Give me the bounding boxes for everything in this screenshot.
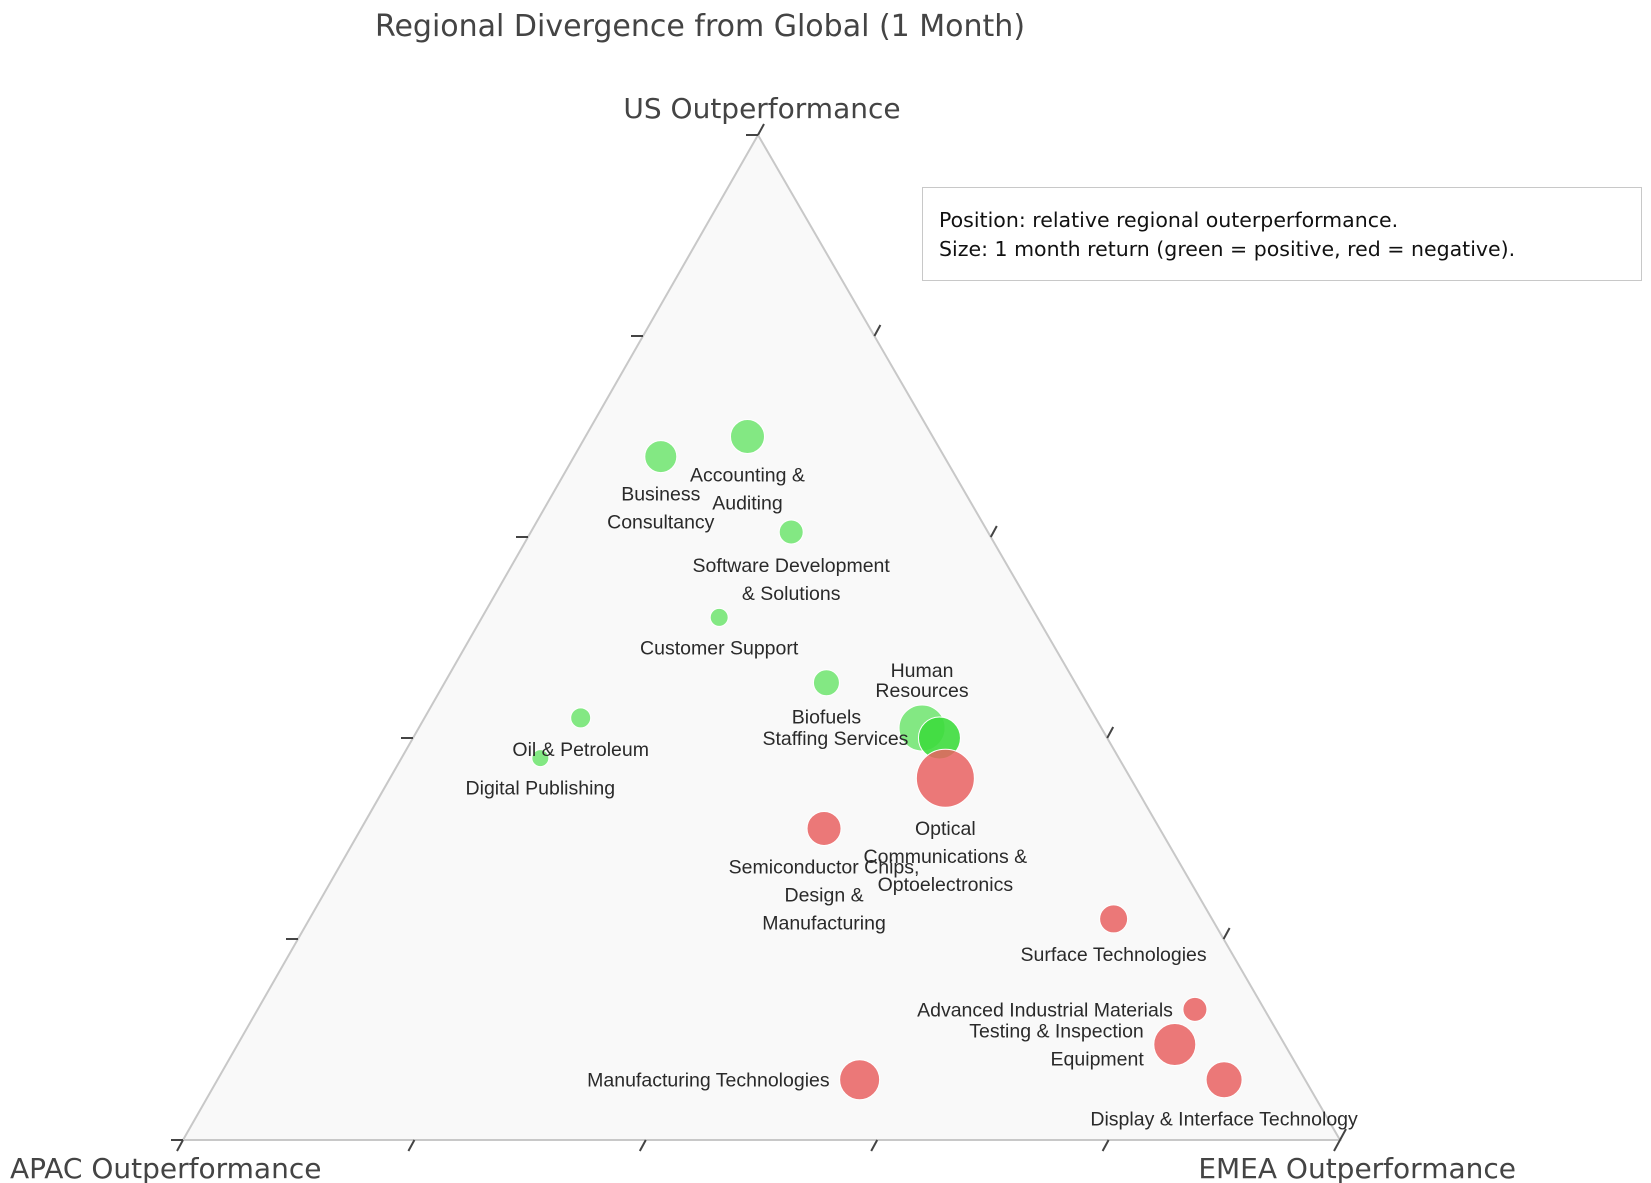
tick-bottom-edge (870, 1139, 879, 1152)
data-point (729, 419, 765, 454)
data-point (1099, 904, 1129, 934)
data-point (531, 749, 550, 768)
tick-right-edge (1106, 726, 1115, 739)
data-point (644, 440, 678, 474)
point-label: Surface Technologies (1021, 944, 1207, 966)
point-label-line: Semiconductor Chips, (729, 856, 920, 878)
point-label-line: Human (891, 660, 954, 682)
ternary-triangle (181, 132, 1342, 1141)
tick-bottom-edge (1333, 1139, 1341, 1152)
point-label-line: Equipment (1051, 1049, 1145, 1071)
annotation-line-position: Position: relative regional outerperform… (939, 208, 1399, 232)
tick-right-edge (873, 324, 882, 337)
legend-annotation: Position: relative regional outerperform… (922, 187, 1642, 281)
tick-right-edge (1339, 1128, 1347, 1141)
point-label: Staffing Services (762, 728, 908, 750)
point-label-line: & Solutions (742, 583, 841, 605)
annotation-line-size: Size: 1 month return (green = positive, … (939, 237, 1516, 261)
point-label-line: Resources (875, 680, 968, 702)
data-point (709, 607, 729, 627)
axis-title-apac: APAC Outperformance (10, 1152, 321, 1183)
point-label-line: Accounting & (690, 465, 805, 487)
point-label-line: Surface Technologies (1021, 944, 1207, 966)
point-label: Accounting & Auditing (690, 465, 805, 515)
axis-title-us: US Outperformance (623, 92, 900, 125)
point-label: Business Consultancy (607, 484, 715, 534)
chart-title: Regional Divergence from Global (1 Month… (375, 9, 1025, 44)
data-points (531, 419, 1243, 1101)
point-label-line: Oil & Petroleum (512, 739, 649, 761)
tick-right-edge (757, 123, 765, 136)
point-label-line: Optical (915, 818, 976, 840)
point-label: Human Resources (875, 660, 968, 702)
point-label-line: Digital Publishing (466, 778, 616, 800)
tick-bottom-edge (176, 1139, 184, 1152)
tick-right-edge (1222, 927, 1231, 940)
point-label-line: Design & (784, 884, 863, 906)
point-label-line: Business (621, 484, 700, 506)
point-label-line: Manufacturing (762, 912, 886, 934)
axis-title-emea: EMEA Outperformance (1198, 1152, 1516, 1183)
point-label-line: Staffing Services (762, 728, 908, 750)
data-point (915, 748, 975, 808)
point-label: Biofuels (792, 707, 862, 729)
point-labels: Accounting & Auditing Business Consultancy S… (466, 465, 1358, 1131)
point-label: Optical Communications & Optoelectronics (864, 818, 1028, 896)
point-label-line: Customer Support (640, 637, 799, 659)
data-point (812, 669, 840, 697)
data-point (1205, 1061, 1243, 1099)
point-label: Software Development & Solutions (693, 555, 891, 605)
data-point (570, 707, 592, 729)
tick-bottom-edge (638, 1139, 647, 1152)
tick-bottom-edge (407, 1139, 416, 1152)
tick-bottom-edge (1101, 1139, 1110, 1152)
point-label-line: Consultancy (607, 512, 715, 534)
point-label-line: Communications & (864, 846, 1028, 868)
point-label-line: Optoelectronics (878, 874, 1014, 896)
point-label-line: Advanced Industrial Materials (917, 999, 1173, 1021)
point-label: Oil & Petroleum (512, 739, 649, 761)
axis-ticks (171, 123, 1347, 1152)
point-label-line: Testing & Inspection (969, 1021, 1144, 1043)
tick-right-edge (989, 525, 998, 538)
point-label-line: Biofuels (792, 707, 862, 729)
point-label-line: Manufacturing Technologies (587, 1070, 830, 1092)
point-label: Semiconductor Chips, Design & Manufacturin… (729, 856, 920, 934)
point-label: Digital Publishing (466, 778, 616, 800)
point-label-line: Auditing (712, 493, 782, 515)
data-point (806, 810, 842, 846)
point-label: Testing & Inspection Equipment (969, 1021, 1144, 1071)
point-label: Advanced Industrial Materials (917, 999, 1173, 1021)
point-label-line: Display & Interface Technology (1090, 1109, 1358, 1131)
point-label: Customer Support (640, 637, 799, 659)
data-point (839, 1059, 881, 1101)
data-point (1153, 1023, 1197, 1067)
point-label-line: Software Development (693, 555, 891, 577)
data-point (1182, 996, 1208, 1022)
point-label: Display & Interface Technology (1090, 1109, 1358, 1131)
point-label: Manufacturing Technologies (587, 1070, 830, 1092)
data-point (778, 519, 804, 545)
